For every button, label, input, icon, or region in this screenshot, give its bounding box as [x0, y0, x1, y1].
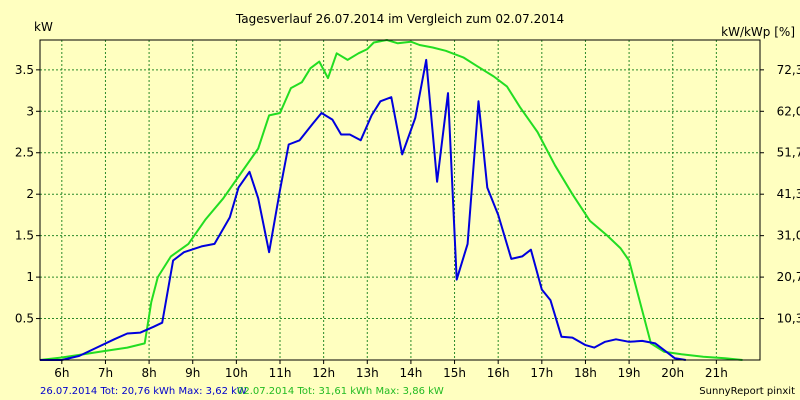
x-tick-label: 11h [269, 366, 292, 380]
x-tick-label: 8h [141, 366, 156, 380]
y-right-tick-label: 62,0 [777, 104, 800, 118]
x-tick-label: 19h [618, 366, 641, 380]
x-tick-label: 10h [225, 366, 248, 380]
y-right-tick-label: 41,3 [777, 187, 800, 201]
footer-series2-text: 02.07.2014 Tot: 31,61 kWh Max: 3,86 kW [237, 386, 444, 397]
y-axis-left-label: kW [34, 20, 53, 34]
axes: 6h 7h 8h 9h 10h 11h 12h 13h 14h 15h 16h 17h 18h 19h 20… [15, 39, 800, 380]
y-left-tick-label: 3.5 [15, 63, 34, 77]
series-line-02-07-2014 [39, 39, 743, 361]
x-tick-label: 9h [185, 366, 200, 380]
x-tick-label: 17h [530, 366, 553, 380]
x-tick-label: 16h [487, 366, 510, 380]
x-tick-label: 15h [443, 366, 466, 380]
x-tick-label: 13h [356, 366, 379, 380]
y-right-tick-label: 72,3 [777, 63, 800, 77]
chart-title: Tagesverlauf 26.07.2014 im Vergleich zum… [235, 12, 564, 26]
y-left-tick-label: 2.5 [15, 146, 34, 160]
footer-series2-date: 02.07.2014 [237, 386, 294, 397]
x-tick-label: 7h [98, 366, 113, 380]
footer-series1-date: 26.07.2014 [40, 386, 97, 397]
labels: Tagesverlauf 26.07.2014 im Vergleich zum… [34, 12, 795, 39]
y-right-tick-label: 20,7 [777, 270, 800, 284]
y-left-tick-label: 3 [26, 104, 34, 118]
y-left-tick-label: 1.5 [15, 229, 34, 243]
series-line-26-07-2014 [40, 58, 686, 361]
footer: 26.07.2014 Tot: 20,76 kWh Max: 3,62 kW 0… [40, 386, 795, 397]
x-tick-label: 21h [705, 366, 728, 380]
x-tick-label: 18h [574, 366, 597, 380]
footer-credit: SunnyReport pinxit [699, 386, 795, 397]
y-left-tick-label: 1 [26, 270, 34, 284]
x-tick-label: 20h [661, 366, 684, 380]
footer-series2-summary: Tot: 31,61 kWh Max: 3,86 kW [296, 386, 443, 397]
plot-frame [39, 39, 761, 361]
grid [40, 40, 760, 360]
x-tick-label: 6h [54, 366, 69, 380]
y-left-tick-label: 2 [26, 187, 34, 201]
x-tick-label: 14h [399, 366, 422, 380]
series-layer [39, 39, 743, 361]
footer-series1-summary: Tot: 20,76 kWh Max: 3,62 kW [99, 386, 246, 397]
y-right-tick-label: 31,0 [777, 229, 800, 243]
y-left-tick-label: 0.5 [15, 312, 34, 326]
footer-series1-text: 26.07.2014 Tot: 20,76 kWh Max: 3,62 kW [40, 386, 247, 397]
y-right-tick-label: 10,3 [777, 312, 800, 326]
y-axis-right-label: kW/kWp [%] [721, 25, 795, 39]
y-right-tick-label: 51,7 [777, 146, 800, 160]
x-tick-label: 12h [312, 366, 335, 380]
